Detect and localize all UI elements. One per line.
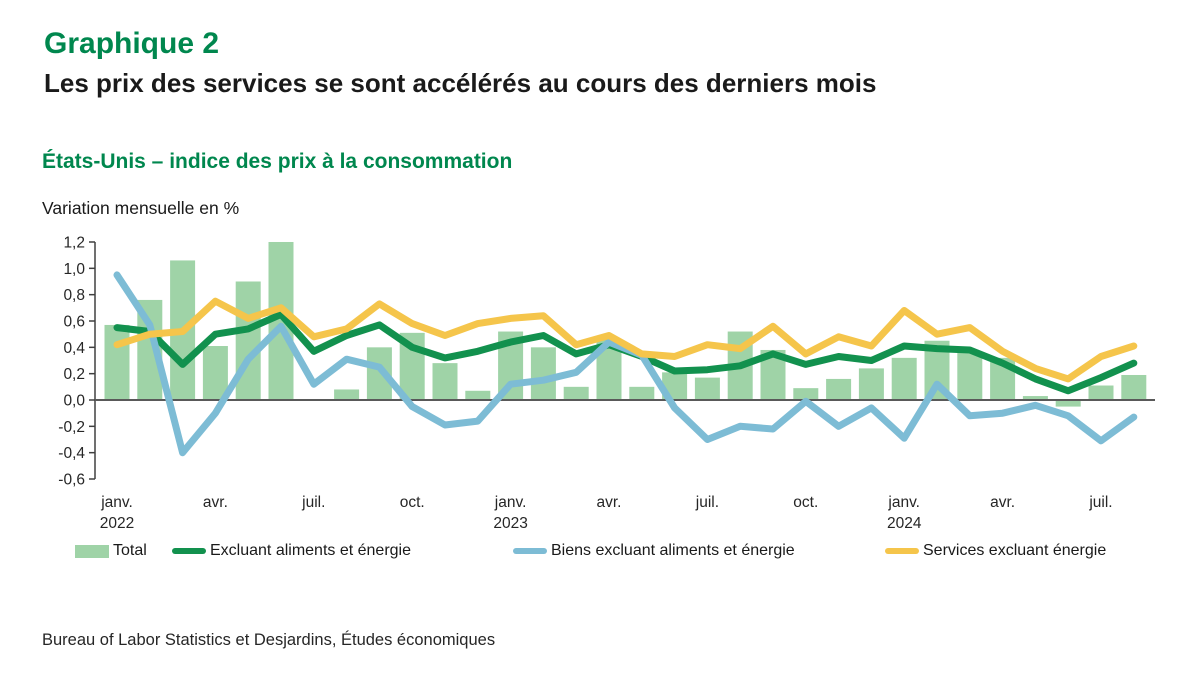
x-tick-label: juil. [301,494,325,511]
bar-total [465,390,491,400]
y-tick-label: 0,2 [63,366,85,383]
bar-total [563,386,589,400]
bar-total [235,281,261,400]
bar-total [694,377,720,400]
y-tick-label: 0,6 [63,313,85,330]
bar-total [104,324,130,400]
x-tick-label: janv. [887,494,920,511]
bar-total [957,352,983,400]
x-tick-label: janv. [494,494,527,511]
chart-number-heading: Graphique 2 [44,27,220,60]
page-title: Les prix des services se sont accélérés … [44,68,877,98]
y-tick-label: 0,0 [63,393,85,410]
x-tick-label: avr. [203,494,228,511]
bar-total [1055,400,1081,407]
chart-subtitle: États-Unis – indice des prix à la consom… [42,150,513,173]
bar-total [891,357,917,400]
bar-total [1088,385,1114,400]
bar-total [1121,374,1147,400]
bar-total [530,347,556,400]
x-tick-year: 2023 [493,515,527,532]
bar-total [1022,396,1048,400]
y-tick-label: 0,8 [63,287,85,304]
x-tick-year: 2024 [887,515,922,532]
x-tick-label: janv. [100,494,133,511]
bar-total [629,386,655,400]
bar-total [202,346,228,400]
y-tick-label: 1,2 [63,234,85,251]
y-tick-label: -0,6 [58,472,85,489]
y-tick-label: 1,0 [63,261,85,278]
bar-total [858,368,884,400]
y-tick-label: -0,4 [58,445,85,462]
x-tick-label: avr. [597,494,622,511]
source-note: Bureau of Labor Statistics et Desjardins… [42,631,496,649]
x-tick-label: oct. [793,494,818,511]
y-tick-label: 0,4 [63,340,85,357]
x-tick-label: juil. [695,494,719,511]
bar-total [793,388,819,400]
x-tick-label: avr. [990,494,1015,511]
x-tick-label: juil. [1088,494,1112,511]
x-tick-year: 2022 [100,515,134,532]
axis-unit-label: Variation mensuelle en % [42,198,240,218]
line-services-excluant-energie [113,297,1138,383]
x-tick-label: oct. [400,494,425,511]
y-tick-label: -0,2 [58,419,85,436]
bar-total [826,378,852,400]
bar-total [432,363,458,400]
bar-total [334,389,360,400]
